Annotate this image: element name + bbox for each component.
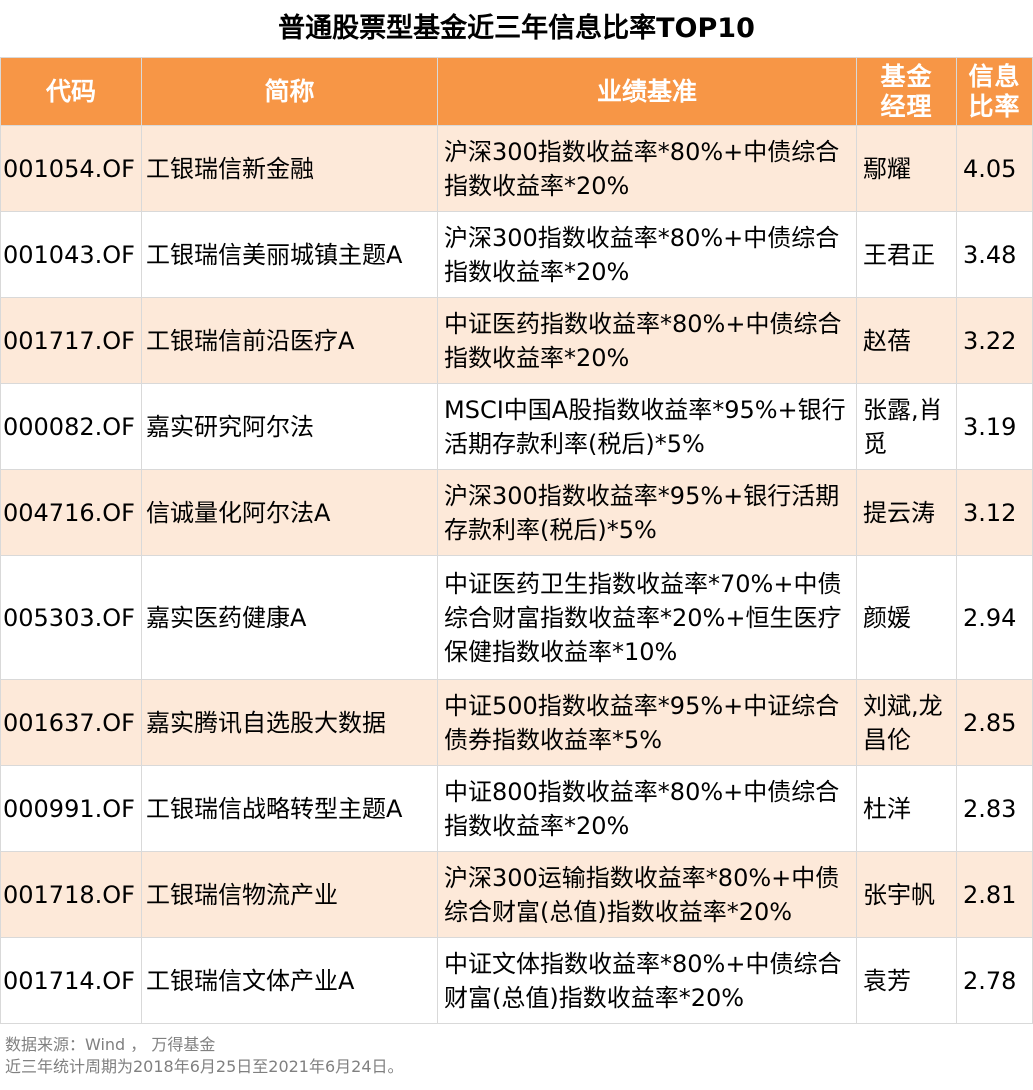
fund-name: 工银瑞信物流产业 (141, 851, 438, 938)
fund-code: 001637.OF (0, 679, 142, 766)
header-manager-line1: 基金 (880, 61, 933, 91)
fund-name: 工银瑞信新金融 (141, 125, 438, 212)
info-ratio: 2.83 (956, 765, 1033, 852)
fund-name: 嘉实医药健康A (141, 555, 438, 680)
fund-code: 001718.OF (0, 851, 142, 938)
fund-manager: 袁芳 (856, 937, 957, 1024)
fund-benchmark: 中证医药指数收益率*80%+中债综合指数收益率*20% (437, 297, 857, 384)
fund-name: 工银瑞信战略转型主题A (141, 765, 438, 852)
table-row: 001054.OF 工银瑞信新金融 沪深300指数收益率*80%+中债综合指数收… (0, 125, 1033, 212)
header-benchmark: 业绩基准 (437, 57, 857, 126)
info-ratio: 2.78 (956, 937, 1033, 1024)
table-row: 001717.OF 工银瑞信前沿医疗A 中证医药指数收益率*80%+中债综合指数… (0, 297, 1033, 384)
fund-code: 000082.OF (0, 383, 142, 470)
fund-manager: 杜洋 (856, 765, 957, 852)
fund-manager: 赵蓓 (856, 297, 957, 384)
fund-benchmark: 中证500指数收益率*95%+中证综合债券指数收益率*5% (437, 679, 857, 766)
fund-benchmark: 沪深300指数收益率*80%+中债综合指数收益率*20% (437, 125, 857, 212)
info-ratio: 3.22 (956, 297, 1033, 384)
table-row: 001637.OF 嘉实腾讯自选股大数据 中证500指数收益率*95%+中证综合… (0, 679, 1033, 766)
footer-notes: 数据来源：Wind ， 万得基金 近三年统计周期为2018年6月25日至2021… (5, 1034, 404, 1078)
fund-code: 005303.OF (0, 555, 142, 680)
fund-manager: 王君正 (856, 211, 957, 298)
table-row: 001714.OF 工银瑞信文体产业A 中证文体指数收益率*80%+中债综合财富… (0, 937, 1033, 1024)
fund-name: 嘉实腾讯自选股大数据 (141, 679, 438, 766)
fund-table: 代码 简称 业绩基准 基金 经理 信息 比率 001054.OF 工银瑞信新金融… (0, 57, 1033, 1024)
fund-name: 工银瑞信前沿医疗A (141, 297, 438, 384)
fund-code: 000991.OF (0, 765, 142, 852)
header-ratio: 信息 比率 (956, 57, 1033, 126)
header-manager-line2: 经理 (880, 91, 933, 121)
fund-code: 001717.OF (0, 297, 142, 384)
table-header-row: 代码 简称 业绩基准 基金 经理 信息 比率 (0, 57, 1033, 126)
fund-code: 001054.OF (0, 125, 142, 212)
fund-benchmark: 中证800指数收益率*80%+中债综合指数收益率*20% (437, 765, 857, 852)
fund-benchmark: 中证文体指数收益率*80%+中债综合财富(总值)指数收益率*20% (437, 937, 857, 1024)
info-ratio: 2.94 (956, 555, 1033, 680)
header-manager: 基金 经理 (856, 57, 957, 126)
header-name: 简称 (141, 57, 438, 126)
fund-manager: 张露,肖觅 (856, 383, 957, 470)
info-ratio: 3.12 (956, 469, 1033, 556)
fund-manager: 刘斌,龙昌伦 (856, 679, 957, 766)
fund-code: 001043.OF (0, 211, 142, 298)
footer-source: 数据来源：Wind ， 万得基金 (5, 1035, 216, 1054)
header-code: 代码 (0, 57, 142, 126)
fund-name: 嘉实研究阿尔法 (141, 383, 438, 470)
info-ratio: 2.81 (956, 851, 1033, 938)
table-row: 004716.OF 信诚量化阿尔法A 沪深300指数收益率*95%+银行活期存款… (0, 469, 1033, 556)
fund-code: 001714.OF (0, 937, 142, 1024)
fund-manager: 鄢耀 (856, 125, 957, 212)
info-ratio: 2.85 (956, 679, 1033, 766)
info-ratio: 3.19 (956, 383, 1033, 470)
info-ratio: 3.48 (956, 211, 1033, 298)
footer-period: 近三年统计周期为2018年6月25日至2021年6月24日。 (5, 1057, 404, 1076)
fund-benchmark: 沪深300指数收益率*95%+银行活期存款利率(税后)*5% (437, 469, 857, 556)
info-ratio: 4.05 (956, 125, 1033, 212)
fund-name: 工银瑞信文体产业A (141, 937, 438, 1024)
fund-benchmark: 中证医药卫生指数收益率*70%+中债综合财富指数收益率*20%+恒生医疗保健指数… (437, 555, 857, 680)
table-row: 001043.OF 工银瑞信美丽城镇主题A 沪深300指数收益率*80%+中债综… (0, 211, 1033, 298)
page-title: 普通股票型基金近三年信息比率TOP10 (278, 13, 755, 44)
fund-manager: 颜媛 (856, 555, 957, 680)
fund-benchmark: MSCI中国A股指数收益率*95%+银行活期存款利率(税后)*5% (437, 383, 857, 470)
header-ratio-line1: 信息 (968, 61, 1021, 91)
fund-name: 信诚量化阿尔法A (141, 469, 438, 556)
header-ratio-line2: 比率 (968, 91, 1021, 121)
fund-code: 004716.OF (0, 469, 142, 556)
table-row: 000082.OF 嘉实研究阿尔法 MSCI中国A股指数收益率*95%+银行活期… (0, 383, 1033, 470)
fund-name: 工银瑞信美丽城镇主题A (141, 211, 438, 298)
fund-manager: 提云涛 (856, 469, 957, 556)
fund-manager: 张宇帆 (856, 851, 957, 938)
fund-benchmark: 沪深300指数收益率*80%+中债综合指数收益率*20% (437, 211, 857, 298)
table-row: 001718.OF 工银瑞信物流产业 沪深300运输指数收益率*80%+中债综合… (0, 851, 1033, 938)
fund-benchmark: 沪深300运输指数收益率*80%+中债综合财富(总值)指数收益率*20% (437, 851, 857, 938)
table-row: 000991.OF 工银瑞信战略转型主题A 中证800指数收益率*80%+中债综… (0, 765, 1033, 852)
table-row: 005303.OF 嘉实医药健康A 中证医药卫生指数收益率*70%+中债综合财富… (0, 555, 1033, 680)
